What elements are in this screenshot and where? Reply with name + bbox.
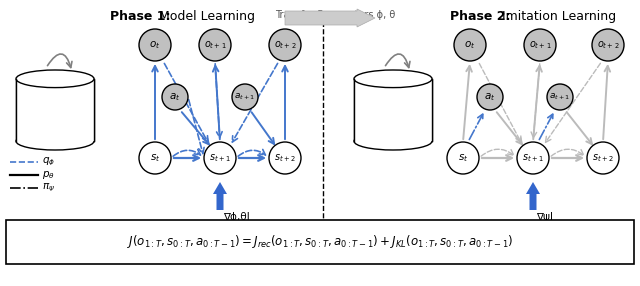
- Text: $o_{t+2}$: $o_{t+2}$: [274, 39, 296, 51]
- Text: Phase 2:: Phase 2:: [450, 10, 511, 23]
- Bar: [354, 79, 432, 141]
- Text: Demonstration: Demonstration: [356, 95, 429, 105]
- Bar: [16, 79, 94, 141]
- Ellipse shape: [16, 132, 94, 150]
- Text: {o₁, a₁, o₂, a₂ ...}: {o₁, a₁, o₂, a₂ ...}: [20, 128, 90, 136]
- Text: $o_{t+1}$: $o_{t+1}$: [204, 39, 227, 51]
- Text: $o_t$: $o_t$: [464, 39, 476, 51]
- Text: $p_\theta$: $p_\theta$: [42, 169, 55, 181]
- Circle shape: [269, 142, 301, 174]
- Circle shape: [524, 29, 556, 61]
- FancyArrow shape: [285, 9, 375, 27]
- Ellipse shape: [354, 70, 432, 88]
- Circle shape: [517, 142, 549, 174]
- Circle shape: [232, 84, 258, 110]
- Text: $s_{t+2}$: $s_{t+2}$: [592, 152, 614, 164]
- Text: $a_t$: $a_t$: [484, 91, 496, 103]
- Circle shape: [447, 142, 479, 174]
- Text: $o_{t+2}$: $o_{t+2}$: [596, 39, 620, 51]
- Bar: [16, 79, 94, 141]
- Text: $q_\phi$: $q_\phi$: [42, 156, 55, 168]
- Text: Transfer Parameters ϕ, θ: Transfer Parameters ϕ, θ: [275, 10, 395, 20]
- Text: $\pi_\psi$: $\pi_\psi$: [42, 182, 55, 194]
- Circle shape: [269, 29, 301, 61]
- Text: $o_t$: $o_t$: [149, 39, 161, 51]
- Circle shape: [199, 29, 231, 61]
- Text: ∇ϕ,θJ: ∇ϕ,θJ: [223, 212, 250, 222]
- Text: Phase 1:: Phase 1:: [110, 10, 170, 23]
- Text: dataset: dataset: [374, 110, 412, 120]
- Circle shape: [547, 84, 573, 110]
- Text: Embodiment: Embodiment: [24, 95, 86, 105]
- Bar: [354, 79, 432, 141]
- Text: ∇ψJ: ∇ψJ: [536, 212, 553, 222]
- Circle shape: [139, 29, 171, 61]
- Text: Model Learning: Model Learning: [155, 10, 255, 23]
- Text: $s_t$: $s_t$: [150, 152, 160, 164]
- Circle shape: [587, 142, 619, 174]
- Circle shape: [477, 84, 503, 110]
- Circle shape: [204, 142, 236, 174]
- Text: {o₁, o₂, o₃ ...}: {o₁, o₂, o₃ ...}: [365, 128, 422, 136]
- Text: $a_{t+1}$: $a_{t+1}$: [549, 92, 571, 102]
- Text: $s_{t+2}$: $s_{t+2}$: [274, 152, 296, 164]
- Text: Imitation Learning: Imitation Learning: [498, 10, 616, 23]
- Circle shape: [454, 29, 486, 61]
- Circle shape: [592, 29, 624, 61]
- Text: $s_t$: $s_t$: [458, 152, 468, 164]
- Ellipse shape: [354, 132, 432, 150]
- Bar: [6, 220, 634, 264]
- Text: $s_{t+1}$: $s_{t+1}$: [522, 152, 544, 164]
- Text: $a_{t+1}$: $a_{t+1}$: [234, 92, 255, 102]
- Text: $J(o_{1:T}, s_{0:T}, a_{0:T-1}) = J_{rec}(o_{1:T}, s_{0:T}, a_{0:T-1}) + J_{KL}(: $J(o_{1:T}, s_{0:T}, a_{0:T-1}) = J_{rec…: [127, 233, 513, 251]
- Text: $a_t$: $a_t$: [170, 91, 180, 103]
- Circle shape: [139, 142, 171, 174]
- Text: $o_{t+1}$: $o_{t+1}$: [529, 39, 551, 51]
- Circle shape: [162, 84, 188, 110]
- FancyArrow shape: [526, 182, 540, 210]
- Text: dataset: dataset: [36, 110, 74, 120]
- FancyArrow shape: [213, 182, 227, 210]
- Text: $s_{t+1}$: $s_{t+1}$: [209, 152, 231, 164]
- Ellipse shape: [16, 70, 94, 88]
